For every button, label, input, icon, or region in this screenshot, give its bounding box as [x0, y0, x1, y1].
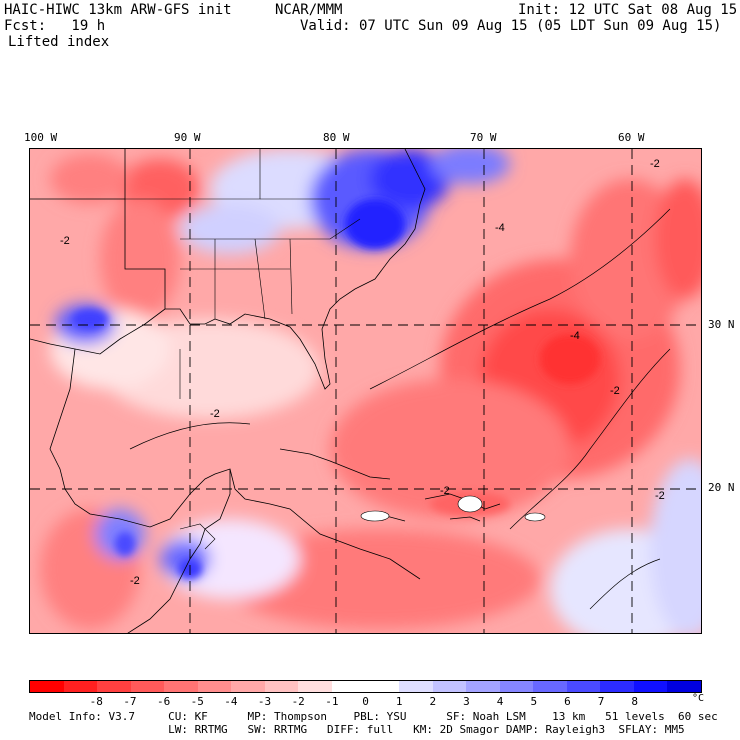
colorbar-tick-label: -8 [89, 695, 103, 708]
lon-label-80w: 80 W [323, 131, 350, 144]
islands [360, 495, 546, 522]
colorbar-tick-label: 0 [362, 695, 369, 708]
field-shading [40, 149, 701, 633]
lat-lon-grid [30, 149, 701, 633]
colorbar-swatch [63, 681, 98, 692]
colorbar-tick-label: 8 [631, 695, 638, 708]
org-label: NCAR/MMM [275, 2, 343, 18]
colorbar [29, 680, 702, 693]
colorbar-tick-label: -1 [325, 695, 339, 708]
contour-label: -2 [440, 485, 450, 497]
state-borders [125, 149, 361, 550]
colorbar-swatch [197, 681, 232, 692]
coastlines [30, 149, 501, 633]
footer-model-info: Model Info: V3.7 CU: KF MP: Thompson PBL… [29, 710, 718, 723]
colorbar-swatch [164, 681, 198, 692]
colorbar-unit: °C [692, 693, 705, 704]
lon-label-60w: 60 W [618, 131, 645, 144]
colorbar-tick-label: 5 [530, 695, 538, 708]
colorbar-swatch [667, 681, 701, 692]
colorbar-swatch [365, 681, 400, 692]
colorbar-tick-label: 3 [463, 695, 470, 708]
lat-label-20n: 20 N [708, 481, 735, 494]
contour-label-group: -2 -4 -2 -2 -2 -2 -2 -4 -2 [60, 158, 665, 587]
footer-physics-info: LW: RRTMG SW: RRTMG DIFF: full KM: 2D Sm… [29, 723, 685, 736]
lon-label-70w: 70 W [470, 131, 497, 144]
lon-label-100w: 100 W [24, 131, 58, 144]
contour-label: -2 [650, 158, 660, 170]
colorbar-swatch [633, 681, 668, 692]
contour-label: -2 [60, 235, 70, 247]
colorbar-tick-label: 7 [597, 695, 605, 708]
lifted-index-map: -2 -4 -2 -2 -2 -2 -2 -4 -2 [29, 148, 702, 634]
colorbar-tick-label: -6 [156, 695, 171, 708]
colorbar-swatch [499, 681, 534, 692]
contours [129, 208, 671, 610]
contour-label: -4 [570, 330, 580, 342]
field-name: Lifted index [8, 34, 110, 50]
contour-label: -4 [495, 222, 505, 234]
forecast-hour: Fcst: 19 h [4, 18, 106, 34]
colorbar-swatch [466, 681, 500, 692]
colorbar-swatch [264, 681, 299, 692]
valid-time: Valid: 07 UTC Sun 09 Aug 15 (05 LDT Sun … [300, 18, 722, 34]
colorbar-tick-label: 1 [395, 695, 403, 708]
colorbar-swatch [298, 681, 332, 692]
colorbar-swatch [432, 681, 467, 692]
colorbar-tick-label: -5 [190, 695, 204, 708]
colorbar-tick-label: -7 [123, 695, 137, 708]
model-title: HAIC-HIWC 13km ARW-GFS init [4, 2, 232, 18]
map-svg: -2 -4 -2 -2 -2 -2 -2 -4 -2 [30, 149, 701, 633]
colorbar-swatch [231, 681, 265, 692]
contour-label: -2 [610, 385, 620, 397]
colorbar-swatch [399, 681, 433, 692]
colorbar-swatch [566, 681, 601, 692]
colorbar-swatch [30, 681, 64, 692]
colorbar-swatch [331, 681, 366, 692]
field-detail [72, 199, 600, 579]
init-time: Init: 12 UTC Sat 08 Aug 15 [518, 2, 738, 18]
contour-label: -2 [210, 408, 220, 420]
colorbar-tick-label: -2 [291, 695, 305, 708]
colorbar-swatch [533, 681, 567, 692]
colorbar-swatch [130, 681, 165, 692]
lon-label-90w: 90 W [174, 131, 201, 144]
colorbar-swatch [97, 681, 131, 692]
colorbar-swatch [600, 681, 634, 692]
lat-label-30n: 30 N [708, 318, 735, 331]
colorbar-tick-label: -4 [224, 695, 238, 708]
colorbar-tick-label: 4 [496, 695, 504, 708]
colorbar-tick-label: 2 [429, 695, 437, 708]
contour-label: -2 [130, 575, 140, 587]
colorbar-tick-label: -3 [257, 695, 272, 708]
colorbar-tick-label: 6 [564, 695, 571, 708]
contour-label: -2 [655, 490, 665, 502]
